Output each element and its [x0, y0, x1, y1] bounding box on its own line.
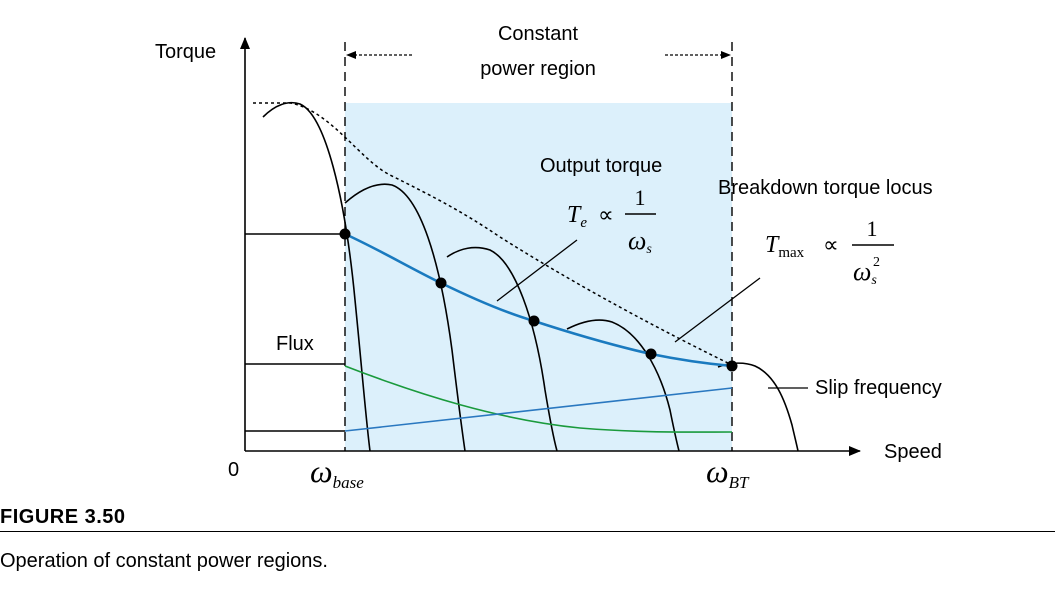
output-torque-label: Output torque [540, 155, 662, 177]
operating-point [339, 228, 351, 240]
region-label-line2: power region [480, 58, 596, 80]
svg-text:ωs: ωs [628, 226, 652, 257]
operating-point [645, 348, 657, 360]
operating-point [726, 360, 738, 372]
slip-frequency-label: Slip frequency [815, 377, 942, 399]
svg-text:ωs: ωs [853, 257, 877, 288]
svg-text:Te: Te [567, 202, 587, 231]
breakdown-torque-locus [253, 102, 733, 366]
svg-text:Tmax: Tmax [765, 232, 805, 261]
constant-power-region [345, 103, 732, 451]
torque-axis-label: Torque [155, 41, 216, 63]
breakdown-torque-label: Breakdown torque locus [718, 177, 933, 199]
figure-caption-text: Operation of constant power regions. [0, 550, 328, 572]
region-label-line1: Constant [498, 23, 578, 45]
slip-frequency-line [344, 387, 733, 432]
omega-bt-label: ωBT [706, 453, 750, 492]
breakdown-leader [674, 277, 761, 343]
svg-text:1: 1 [867, 216, 878, 241]
operating-point [528, 315, 540, 327]
torque-speed-curve-3 [446, 246, 558, 452]
torque-speed-curve-2 [344, 183, 466, 452]
output-torque-leader [496, 239, 578, 302]
svg-text:1: 1 [635, 185, 646, 210]
torque-speed-curve-5 [717, 362, 799, 452]
omega-base-label: ωbase [310, 453, 364, 492]
svg-text:2: 2 [873, 255, 880, 270]
operating-point [435, 277, 447, 289]
tmax-formula: Tmax ∝ 1 ωs 2 [765, 216, 894, 288]
figure-caption-label: FIGURE 3.50 [0, 506, 126, 528]
torque-speed-curve-1 [262, 101, 371, 452]
svg-text:∝: ∝ [598, 202, 614, 227]
speed-axis-label: Speed [884, 441, 942, 463]
te-formula: Te ∝ 1 ωs [567, 185, 656, 257]
flux-curve [344, 365, 733, 433]
caption-divider [0, 531, 1055, 532]
origin-label: 0 [228, 459, 239, 481]
constant-power-diagram: Torque Speed 0 Constant power region Flu… [155, 23, 942, 492]
flux-label: Flux [276, 333, 314, 355]
svg-text:∝: ∝ [823, 232, 839, 257]
